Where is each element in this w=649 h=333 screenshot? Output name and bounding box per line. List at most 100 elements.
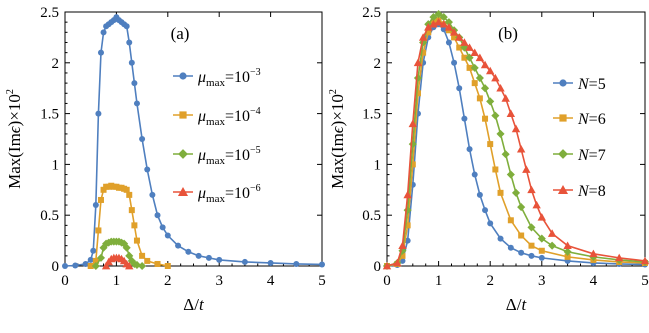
panel-label: (a) (171, 24, 190, 43)
legend-marker (179, 72, 187, 80)
x-axis-label: Δ/t (183, 295, 205, 314)
plot-frame (64, 11, 323, 267)
data-point (420, 49, 427, 56)
data-point (528, 242, 535, 249)
data-point (451, 34, 458, 41)
data-point (538, 247, 545, 254)
data-point (497, 189, 504, 196)
data-point (507, 217, 514, 224)
data-point (506, 109, 516, 117)
data-point (125, 251, 134, 260)
data-point (517, 203, 526, 212)
legend-marker (178, 149, 188, 159)
data-point (144, 166, 151, 173)
legend-marker (557, 184, 569, 195)
y-tick-label: 0 (374, 259, 382, 275)
data-point (460, 38, 469, 46)
data-point (547, 229, 557, 237)
data-point (522, 165, 531, 173)
data-point (491, 111, 500, 120)
data-point (461, 54, 468, 61)
data-point (501, 94, 510, 102)
data-point (516, 144, 526, 153)
data-point (563, 247, 572, 256)
data-point (496, 129, 505, 138)
x-tick-label: 5 (641, 273, 649, 289)
data-point (439, 13, 448, 22)
x-tick-label: 0 (383, 273, 391, 289)
data-point (548, 241, 557, 250)
panel-b: 0 1 2 3 4 5 0 0.5 1 1.5 2 2.5 Δ/t Max(Imϵ)×102 (b) N=5 N… (328, 5, 649, 314)
legend-entry: N=5 (553, 76, 606, 93)
data-point (456, 44, 463, 51)
data-point (82, 260, 89, 267)
data-point (507, 244, 514, 251)
data-point (319, 261, 325, 268)
y-tick-label: 2.5 (362, 5, 381, 21)
data-point (409, 161, 416, 168)
data-point (538, 254, 545, 261)
y-axis-label: Max(Imϵ)×102 (328, 89, 347, 189)
data-point (185, 248, 192, 255)
data-point (92, 202, 99, 209)
y-tick-label: 0.5 (362, 208, 381, 224)
data-point (122, 243, 131, 252)
data-point (120, 239, 129, 248)
y-tick-label: 1.5 (40, 107, 59, 123)
data-point (133, 237, 140, 244)
data-point (440, 26, 447, 33)
data-point (399, 252, 406, 259)
x-tick-label: 3 (538, 273, 546, 289)
legend-entry: μmax=10−5 (173, 145, 261, 167)
data-point (487, 141, 494, 148)
x-axis-label: Δ/t (506, 295, 528, 314)
data-point (482, 207, 489, 214)
data-point (175, 242, 182, 249)
data-point (537, 213, 546, 221)
data-point (90, 247, 97, 254)
y-tick-label: 1 (52, 157, 60, 173)
series-3 (91, 237, 147, 271)
data-point (128, 207, 135, 214)
x-tick-label: 5 (318, 273, 326, 289)
x-tick-label: 4 (590, 273, 598, 289)
data-point (100, 29, 107, 36)
data-point (195, 252, 202, 259)
data-point (393, 258, 402, 267)
series-line (64, 15, 323, 267)
data-point (126, 39, 133, 46)
y-tick-label: 1.5 (362, 107, 381, 123)
data-point (475, 53, 485, 62)
data-point (532, 200, 541, 209)
x-tick-label: 0 (61, 273, 69, 289)
data-point (139, 252, 146, 259)
data-point (424, 23, 433, 31)
legend-label: N=5 (577, 76, 606, 93)
data-point (439, 19, 448, 28)
data-point (445, 39, 452, 46)
data-point (91, 261, 100, 271)
series-3 (382, 9, 649, 271)
data-point (126, 191, 133, 198)
y-axis-label: Max(Imϵ)×102 (5, 89, 24, 189)
data-point (62, 263, 68, 269)
series-4 (101, 253, 134, 270)
data-point (267, 259, 274, 266)
data-point (72, 262, 79, 269)
data-point (293, 260, 300, 267)
data-point (451, 59, 458, 66)
data-point (564, 253, 571, 260)
data-point (382, 261, 392, 270)
data-point (144, 257, 151, 264)
data-point (511, 124, 521, 133)
data-point (471, 80, 478, 87)
legend-entry: μmax=10−6 (173, 183, 261, 205)
data-point (465, 43, 474, 51)
data-point (471, 171, 478, 178)
legend-entry: N=7 (553, 147, 606, 164)
data-point (154, 212, 161, 219)
x-tick-label: 2 (486, 273, 494, 289)
data-point (444, 23, 454, 31)
legend-label: N=7 (577, 147, 606, 164)
